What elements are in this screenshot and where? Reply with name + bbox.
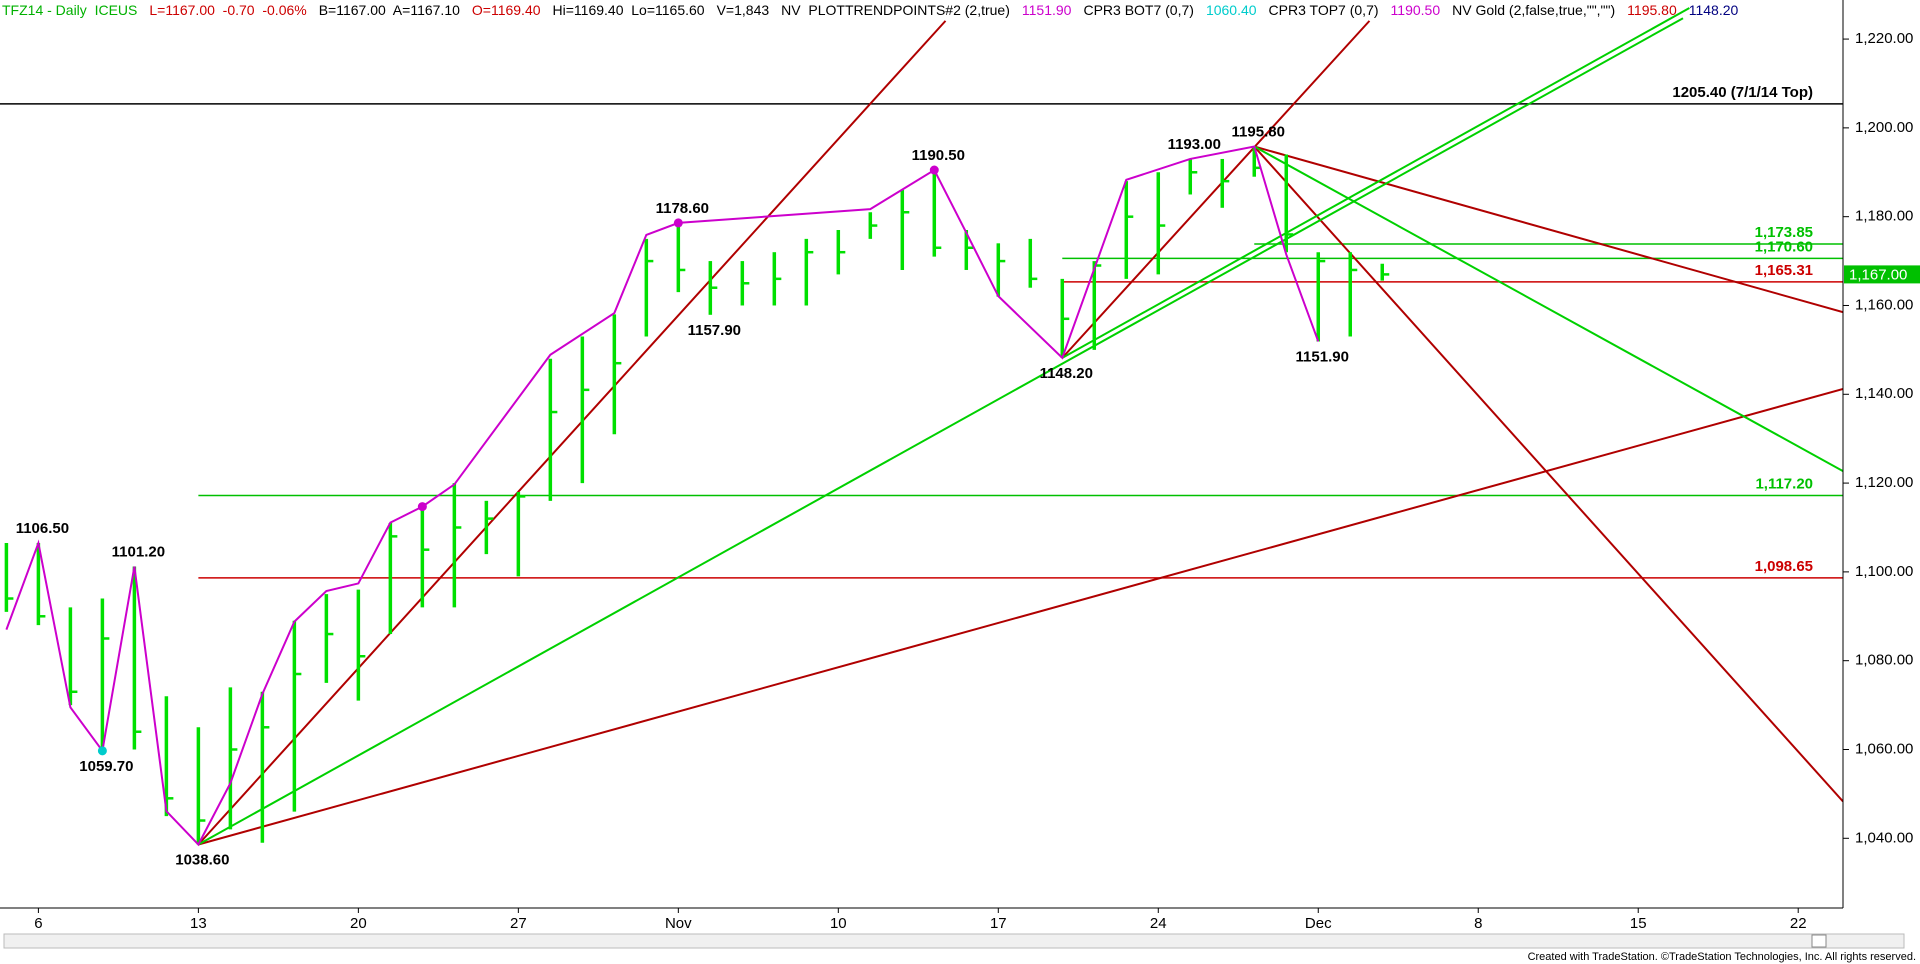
x-tick-label: 13 (190, 915, 207, 932)
y-tick-label: 1,060.00 (1855, 740, 1913, 757)
pivot-label: 1059.70 (79, 758, 133, 775)
trendline (1061, 7, 1690, 359)
pivot-label: 1195.80 (1232, 123, 1285, 140)
x-tick-label: 20 (350, 915, 367, 932)
header-item: 1148.20 (1688, 2, 1739, 18)
pivot-dot (417, 502, 427, 512)
trendline (197, 17, 1684, 846)
level-label: 1,165.31 (1755, 262, 1813, 279)
x-tick-label: Dec (1305, 915, 1332, 932)
trendline (197, 20, 947, 846)
level-label: 1,098.65 (1755, 558, 1813, 575)
header-item: Hi=1169.40 Lo=1165.60 (552, 2, 705, 18)
x-tick-label: 8 (1474, 915, 1482, 932)
pivot-label: 1101.20 (112, 544, 165, 561)
header-item: 1190.50 (1390, 2, 1441, 18)
trendline (1253, 145, 1843, 803)
scroll-thumb[interactable] (1811, 934, 1827, 948)
header-item: B=1167.00 A=1167.10 (318, 2, 460, 18)
header-item: V=1,843 (716, 2, 770, 18)
y-tick-label: 1,200.00 (1855, 119, 1913, 136)
trendline (1061, 20, 1371, 359)
pivot-dot (97, 746, 107, 756)
header-item: O=1169.40 (471, 2, 541, 18)
last-price-box (1844, 265, 1920, 284)
header-item: 1060.40 (1205, 2, 1257, 18)
trendline (1253, 145, 1843, 314)
pivot-dot (673, 218, 683, 228)
last-price-label: 1,167.00 (1849, 266, 1907, 283)
x-tick-label: Nov (665, 915, 692, 932)
pivot-label: 1038.60 (175, 851, 229, 868)
y-tick-label: 1,080.00 (1855, 652, 1913, 669)
x-tick-label: 15 (1630, 915, 1647, 932)
pivot-label: 1178.60 (656, 200, 709, 217)
pivot-label: 1157.90 (688, 322, 741, 339)
plot-area (0, 7, 1843, 847)
header-item: CPR3 BOT7 (0,7) (1083, 2, 1194, 18)
level-label: 1,173.85 (1755, 224, 1813, 241)
y-tick-label: 1,160.00 (1855, 296, 1913, 313)
y-tick-label: 1,120.00 (1855, 474, 1913, 491)
header-item: TFZ14 - Daily ICEUS (2, 2, 138, 18)
y-tick-label: 1,100.00 (1855, 563, 1913, 580)
level-label: 1205.40 (7/1/14 Top) (1672, 84, 1813, 101)
pivot-dot (929, 165, 939, 175)
y-tick-label: 1,140.00 (1855, 385, 1913, 402)
level-label: 1,170.60 (1755, 238, 1813, 255)
pivot-label: 1106.50 (16, 520, 69, 537)
header-item: CPR3 TOP7 (0,7) (1268, 2, 1379, 18)
trendline (1253, 145, 1843, 472)
header: TFZ14 - Daily ICEUS L=1167.00 -0.70 -0.06… (2, 2, 1750, 18)
x-tick-label: 10 (830, 915, 847, 932)
x-tick-label: 24 (1150, 915, 1167, 932)
x-tick-label: 17 (990, 915, 1007, 932)
header-item: 1195.80 (1627, 2, 1677, 18)
pivot-label: 1193.00 (1168, 136, 1221, 153)
header-item: L=1167.00 -0.70 -0.06% (149, 2, 307, 18)
x-tick-label: 22 (1790, 915, 1807, 932)
y-tick-label: 1,180.00 (1855, 208, 1913, 225)
header-item: NV Gold (2,false,true,"","") (1452, 2, 1616, 18)
header-item: NV PLOTTRENDPOINTS#2 (2,true) (781, 2, 1010, 18)
x-tick-label: 27 (510, 915, 527, 932)
pivot-label: 1151.90 (1296, 348, 1349, 365)
swing-line (5, 145, 1320, 847)
pivot-label: 1190.50 (912, 147, 965, 164)
x-tick-label: 6 (34, 915, 42, 932)
scrollbar[interactable] (3, 933, 1905, 949)
y-tick-label: 1,220.00 (1855, 30, 1913, 47)
level-label: 1,117.20 (1755, 475, 1813, 492)
y-tick-label: 1,040.00 (1855, 829, 1913, 846)
header-item: 1151.90 (1021, 2, 1072, 18)
pivot-label: 1148.20 (1040, 365, 1093, 382)
footer: Created with TradeStation. ©TradeStation… (1527, 951, 1916, 963)
trendline (198, 387, 1843, 846)
